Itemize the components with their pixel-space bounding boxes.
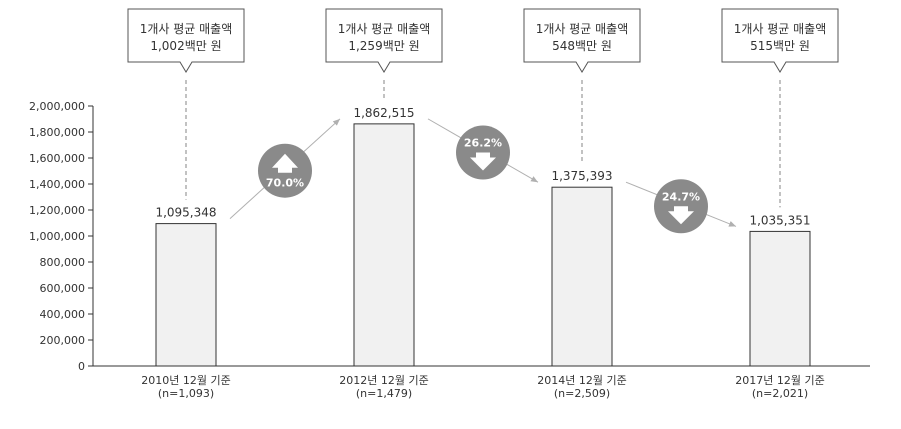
- y-tick-label: 200,000: [40, 334, 86, 347]
- change-percent-label: 24.7%: [662, 190, 700, 203]
- change-percent-label: 26.2%: [464, 137, 502, 150]
- y-tick-label: 2,000,000: [29, 100, 85, 113]
- callout-box: [127, 8, 245, 73]
- y-tick-label: 400,000: [40, 308, 86, 321]
- callout-value: 1,002백만 원: [150, 39, 221, 53]
- bar: [353, 123, 415, 367]
- x-tick-label: 2017년 12월 기준: [735, 374, 824, 387]
- bar: [551, 186, 613, 367]
- callout-box: [721, 8, 839, 73]
- bar: [749, 230, 811, 367]
- y-tick-label: 1,200,000: [29, 204, 85, 217]
- data-label: 1,035,351: [749, 213, 810, 227]
- y-tick-label: 1,600,000: [29, 152, 85, 165]
- y-tick-label: 0: [78, 360, 85, 373]
- bar: [155, 223, 217, 367]
- callout-value: 515백만 원: [750, 39, 810, 53]
- y-tick-label: 600,000: [40, 282, 86, 295]
- data-label: 1,095,348: [155, 206, 216, 220]
- change-percent-label: 70.0%: [266, 177, 304, 190]
- data-label: 1,862,515: [353, 106, 414, 120]
- y-tick-label: 800,000: [40, 256, 86, 269]
- arrow-down-icon: [668, 206, 694, 225]
- callout-box: [325, 8, 443, 73]
- y-tick-label: 1,400,000: [29, 178, 85, 191]
- x-tick-label: 2012년 12월 기준: [339, 374, 428, 387]
- arrow-up-icon: [272, 153, 298, 173]
- y-tick-label: 1,000,000: [29, 230, 85, 243]
- x-tick-sublabel: (n=2,509): [554, 387, 610, 400]
- x-tick-label: 2014년 12월 기준: [537, 374, 626, 387]
- callout-value: 1,259백만 원: [348, 39, 419, 53]
- callout-title: 1개사 평균 매출액: [734, 22, 827, 36]
- callout-title: 1개사 평균 매출액: [536, 22, 629, 36]
- x-tick-sublabel: (n=1,479): [356, 387, 412, 400]
- y-tick-label: 1,800,000: [29, 126, 85, 139]
- callout-value: 548백만 원: [552, 39, 612, 53]
- data-label: 1,375,393: [551, 169, 612, 183]
- x-tick-label: 2010년 12월 기준: [141, 374, 230, 387]
- callout-box: [523, 8, 641, 73]
- x-tick-sublabel: (n=1,093): [158, 387, 214, 400]
- x-tick-sublabel: (n=2,021): [752, 387, 808, 400]
- callout-title: 1개사 평균 매출액: [140, 22, 233, 36]
- callout-title: 1개사 평균 매출액: [338, 22, 431, 36]
- arrow-down-icon: [470, 152, 496, 171]
